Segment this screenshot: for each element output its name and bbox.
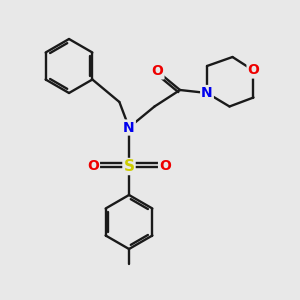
Text: O: O: [248, 64, 260, 77]
Text: O: O: [159, 160, 171, 173]
Text: O: O: [152, 64, 164, 78]
Text: N: N: [201, 86, 213, 100]
Text: S: S: [124, 159, 134, 174]
Text: O: O: [87, 160, 99, 173]
Text: N: N: [123, 121, 135, 134]
